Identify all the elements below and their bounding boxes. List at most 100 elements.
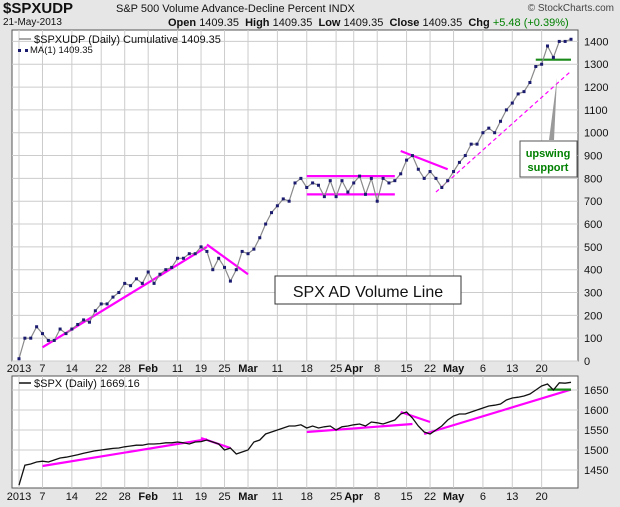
trend-line xyxy=(306,422,413,434)
y-tick-label: 900 xyxy=(584,151,602,163)
data-point xyxy=(76,322,80,326)
x-tick-label: 20 xyxy=(536,363,548,375)
data-point xyxy=(305,186,309,190)
y-tick-label: 100 xyxy=(584,333,602,345)
data-point xyxy=(487,126,491,130)
data-point xyxy=(457,160,461,164)
x-tick-label: Mar xyxy=(238,491,258,503)
data-point xyxy=(287,199,291,203)
data-point xyxy=(64,332,68,336)
y-tick-label: 1650 xyxy=(584,385,608,397)
y-tick-label: 1550 xyxy=(584,425,608,437)
top-legend: $SPXUDP (Daily) Cumulative 1409.35 MA(1)… xyxy=(18,34,221,56)
top-legend-marker-swatch xyxy=(18,49,21,52)
y-tick-label: 500 xyxy=(584,242,602,254)
x-tick-label: Apr xyxy=(344,363,364,375)
open-label: Open xyxy=(168,17,197,29)
data-point xyxy=(440,186,444,190)
data-point xyxy=(199,245,203,249)
top-series-markers xyxy=(17,37,573,361)
y-tick-label: 1300 xyxy=(584,59,608,71)
x-tick-label: 22 xyxy=(95,491,107,503)
data-point xyxy=(452,170,456,174)
x-tick-label: 15 xyxy=(400,491,412,503)
data-point xyxy=(428,170,432,174)
top-x-tick-labels: 2013 7 14 22 28 Feb 11 19 25 Mar 11 18 25 Apr 8 15 22 May… xyxy=(7,363,548,375)
data-point xyxy=(299,176,303,180)
x-tick-label: 25 xyxy=(330,363,342,375)
data-point xyxy=(434,176,438,180)
data-point xyxy=(499,119,503,123)
data-point xyxy=(205,249,209,253)
x-tick-label: May xyxy=(443,491,465,503)
data-point xyxy=(223,265,227,269)
y-tick-label: 1600 xyxy=(584,405,608,417)
data-point xyxy=(23,336,27,340)
data-point xyxy=(228,279,232,283)
data-point xyxy=(346,190,350,194)
y-tick-label: 1500 xyxy=(584,445,608,457)
data-point xyxy=(17,357,21,361)
x-tick-label: 25 xyxy=(218,363,230,375)
y-tick-label: 200 xyxy=(584,310,602,322)
top-y-tick-labels: 0 100 200 300 400 500 600 700 800 900 1000 1100 1200… xyxy=(584,36,608,368)
data-point xyxy=(311,181,315,185)
high-label: High xyxy=(245,17,270,29)
bottom-plot-area xyxy=(11,375,579,489)
data-point xyxy=(405,158,409,162)
data-point xyxy=(264,222,268,226)
data-point xyxy=(164,268,168,272)
data-point xyxy=(481,131,485,135)
symbol: $SPXUDP xyxy=(3,0,74,17)
y-tick-label: 300 xyxy=(584,288,602,300)
data-point xyxy=(40,332,44,336)
data-point xyxy=(87,320,91,324)
data-point xyxy=(193,252,197,256)
x-tick-label: 11 xyxy=(272,363,283,375)
data-point xyxy=(534,65,538,69)
data-point xyxy=(551,55,555,59)
data-point xyxy=(129,284,133,288)
x-tick-label: 11 xyxy=(272,491,283,503)
data-point xyxy=(258,236,262,240)
data-point xyxy=(170,265,174,269)
data-point xyxy=(328,179,332,183)
x-tick-label: 11 xyxy=(172,491,183,503)
data-point xyxy=(352,181,356,185)
data-point xyxy=(516,92,520,96)
x-tick-label: 19 xyxy=(195,363,207,375)
x-tick-label: 2013 xyxy=(7,491,31,503)
x-tick-label: 15 xyxy=(400,363,412,375)
data-point xyxy=(563,39,567,43)
y-tick-label: 1400 xyxy=(584,36,608,48)
x-tick-label: 6 xyxy=(480,491,486,503)
data-point xyxy=(316,183,320,187)
data-point xyxy=(340,179,344,183)
data-point xyxy=(469,142,473,146)
x-tick-label: 18 xyxy=(301,491,313,503)
y-tick-label: 1000 xyxy=(584,128,608,140)
close-value: 1409.35 xyxy=(422,17,463,29)
callout-line-1: upswing xyxy=(526,148,571,160)
x-tick-label: 19 xyxy=(195,491,207,503)
data-point xyxy=(52,338,56,342)
x-tick-label: 2013 xyxy=(7,363,31,375)
data-point xyxy=(117,291,121,295)
x-tick-label: 22 xyxy=(424,491,436,503)
data-point xyxy=(158,272,162,276)
x-tick-label: 22 xyxy=(424,363,436,375)
x-tick-label: 18 xyxy=(301,363,313,375)
data-point xyxy=(176,256,180,260)
data-point xyxy=(58,327,62,331)
x-tick-label: 25 xyxy=(218,491,230,503)
data-point xyxy=(29,336,33,340)
open-value: 1409.35 xyxy=(199,17,239,29)
data-point xyxy=(510,101,514,105)
x-tick-label: 28 xyxy=(119,491,131,503)
data-point xyxy=(522,90,526,94)
y-tick-label: 1450 xyxy=(584,465,608,477)
data-point xyxy=(246,252,250,256)
data-point xyxy=(281,197,285,201)
data-point xyxy=(187,252,191,256)
